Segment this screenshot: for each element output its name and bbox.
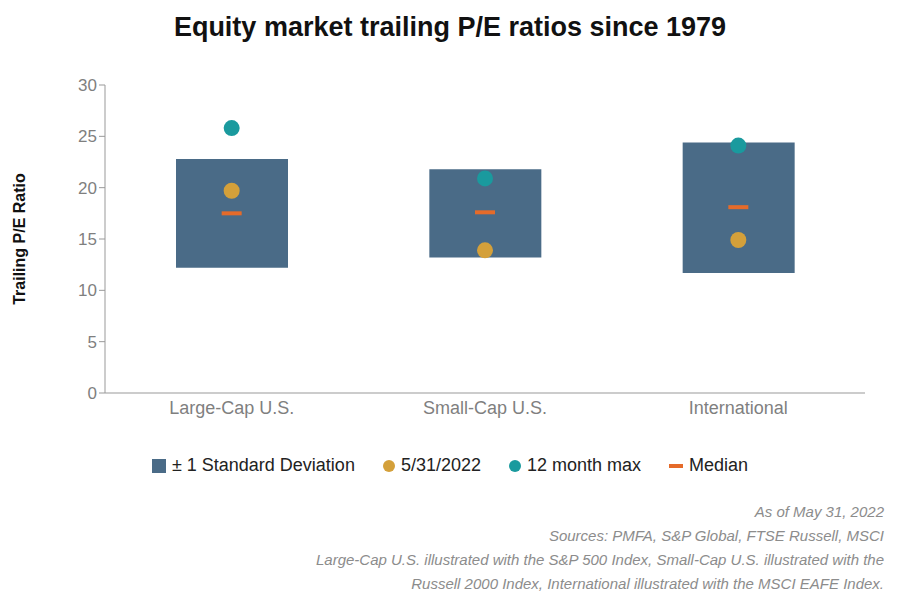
html-text:± 1 Standard Deviation: ± 1 Standard Deviation [171, 455, 355, 475]
html-text:Trailing P/E Ratio: Trailing P/E Ratio [11, 173, 28, 305]
html-text:As of May 31, 2022: As of May 31, 2022 [754, 503, 884, 520]
svg-text:5: 5 [88, 333, 97, 352]
html-text:12 month max: 12 month max [527, 455, 641, 475]
svg-text:10: 10 [78, 281, 97, 300]
html-text:Sources: PMFA, S&P Global, FTS: Sources: PMFA, S&P Global, FTSE Russell,… [548, 527, 884, 544]
svg-text:20: 20 [78, 179, 97, 198]
html-text:Russell 2000 Index, Internatio: Russell 2000 Index, International illust… [411, 575, 884, 592]
svg-text:25: 25 [78, 127, 97, 146]
svg-text:0: 0 [88, 384, 97, 403]
svg-text:Small-Cap U.S.: Small-Cap U.S. [423, 398, 547, 418]
html-text:Median: Median [689, 455, 749, 475]
svg-text:International: International [689, 398, 788, 418]
html-text:Large-Cap U.S. illustrated wit: Large-Cap U.S. illustrated with the S&P … [316, 551, 884, 568]
svg-text:Large-Cap U.S.: Large-Cap U.S. [169, 398, 294, 418]
svg-text:30: 30 [78, 76, 97, 95]
svg-text:15: 15 [78, 230, 97, 249]
html-text:5/31/2022: 5/31/2022 [400, 455, 481, 475]
html-text:Equity market trailing P/E rat: Equity market trailing P/E ratios since … [173, 12, 727, 42]
